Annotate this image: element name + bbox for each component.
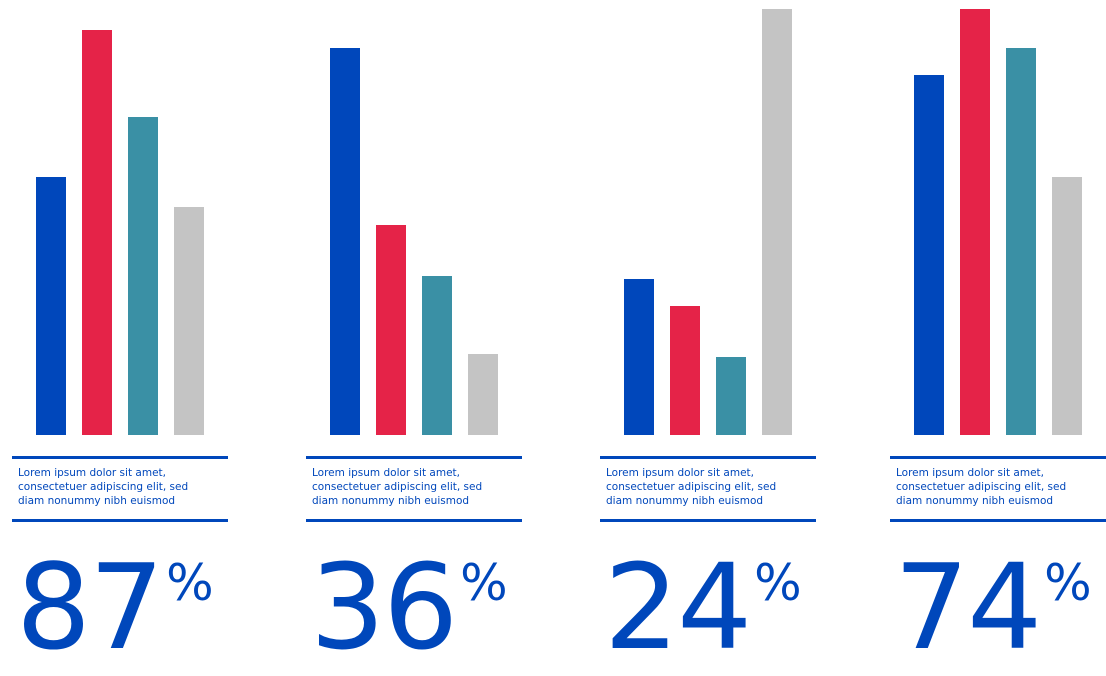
bar-3 [422,276,452,435]
bar-1 [624,279,654,435]
bar-3 [128,117,158,435]
percent-sign: % [166,554,214,612]
big-percentage: 74 % [894,538,1092,676]
percentage-value: 36 [310,538,458,676]
bar-1 [914,75,944,435]
divider-bottom [600,519,816,522]
bar-3 [1006,48,1036,435]
percent-sign: % [1044,554,1092,612]
big-percentage: 36 % [310,538,508,676]
divider-top [12,456,228,459]
big-percentage: 87 % [16,538,214,676]
bar-group-3 [624,9,792,435]
bar-4 [174,207,204,435]
divider-top [306,456,522,459]
divider-bottom [12,519,228,522]
bar-group-1 [36,30,204,435]
bar-3 [716,357,746,435]
big-percentage: 24 % [604,538,802,676]
bar-1 [36,177,66,435]
bar-4 [762,9,792,435]
divider-bottom [306,519,522,522]
bar-2 [960,9,990,435]
percentage-value: 74 [894,538,1042,676]
caption-text: Lorem ipsum dolor sit amet, consectetuer… [606,467,777,507]
chart-panel-3: Lorem ipsum dolor sit amet, consectetuer… [600,0,816,666]
bar-4 [468,354,498,435]
bar-1 [330,48,360,435]
chart-panel-4: Lorem ipsum dolor sit amet, consectetuer… [890,0,1106,666]
percentage-value: 87 [16,538,164,676]
divider-top [600,456,816,459]
percent-sign: % [460,554,508,612]
bar-2 [376,225,406,435]
percentage-value: 24 [604,538,752,676]
bar-group-2 [330,48,498,435]
divider-top [890,456,1106,459]
bar-4 [1052,177,1082,435]
chart-panel-2: Lorem ipsum dolor sit amet, consectetuer… [306,0,522,666]
caption-text: Lorem ipsum dolor sit amet, consectetuer… [896,467,1067,507]
percent-sign: % [754,554,802,612]
bar-2 [670,306,700,435]
bar-2 [82,30,112,435]
caption-text: Lorem ipsum dolor sit amet, consectetuer… [18,467,189,507]
caption-text: Lorem ipsum dolor sit amet, consectetuer… [312,467,483,507]
divider-bottom [890,519,1106,522]
bar-group-4 [914,9,1082,435]
chart-panel-1: Lorem ipsum dolor sit amet, consectetuer… [12,0,228,666]
